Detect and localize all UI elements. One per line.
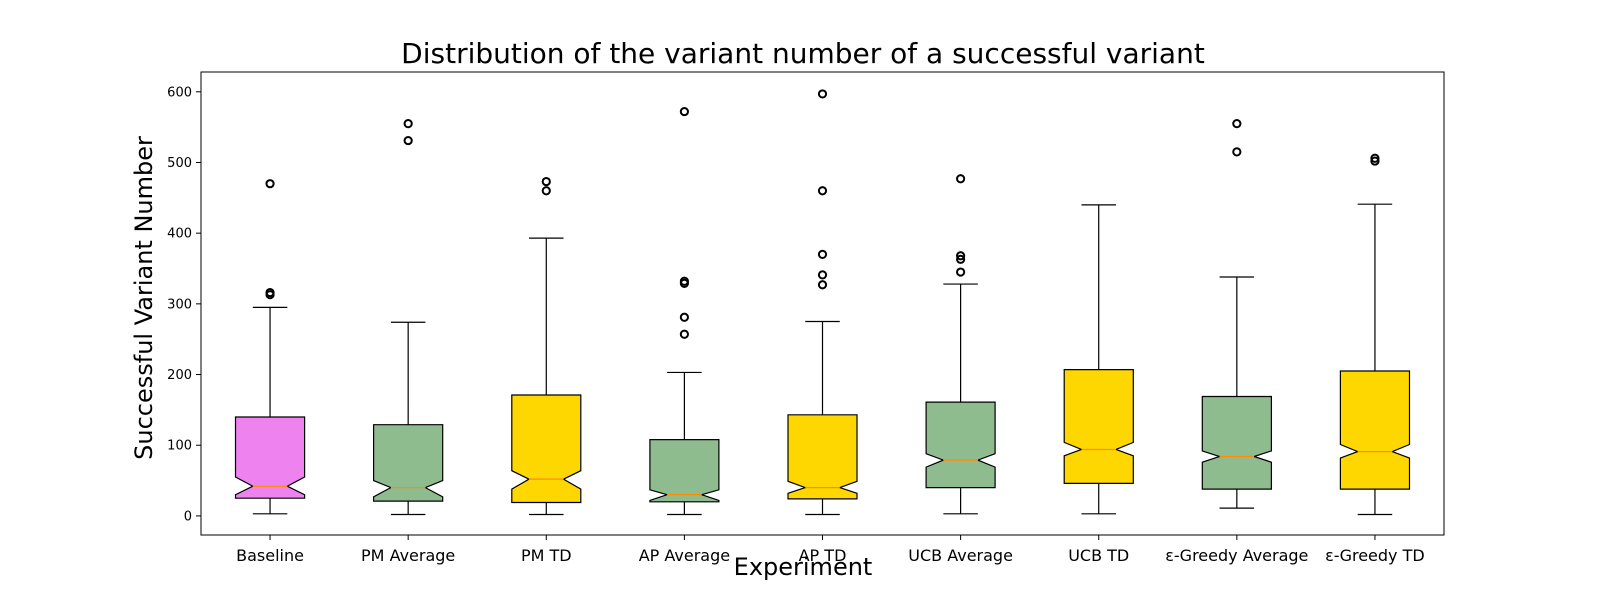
outlier-point <box>1232 147 1242 157</box>
box <box>787 414 858 500</box>
outlier-point <box>265 179 275 189</box>
x-tick-label: ε-Greedy Average <box>1165 546 1308 565</box>
y-tick-label: 300 <box>167 297 192 312</box>
box <box>1201 395 1273 490</box>
x-tick-label: ε-Greedy TD <box>1325 546 1425 565</box>
y-tick-label: 100 <box>167 439 192 454</box>
chart-title: Distribution of the variant number of a … <box>401 37 1205 70</box>
outlier-point <box>541 176 551 187</box>
outlier-point <box>679 106 689 117</box>
outlier-point <box>679 329 689 339</box>
x-tick-label: PM Average <box>361 546 455 565</box>
outlier-point <box>956 267 966 277</box>
outlier-point <box>1370 156 1380 166</box>
y-tick-label: 0 <box>184 509 192 524</box>
outlier-point <box>679 278 689 288</box>
outlier-point <box>679 312 689 322</box>
y-tick-label: 200 <box>167 368 192 383</box>
outlier-point <box>817 89 828 99</box>
outlier-point <box>956 254 966 264</box>
x-axis-title: Experiment <box>734 553 873 581</box>
outlier-point <box>403 119 413 129</box>
outlier-point <box>817 270 828 280</box>
outlier-point <box>817 186 828 196</box>
box <box>925 401 996 489</box>
box <box>1063 369 1134 484</box>
box <box>234 416 306 499</box>
x-tick-label: PM TD <box>521 546 572 565</box>
x-tick-label: UCB TD <box>1068 546 1129 565</box>
x-tick-label: Baseline <box>236 546 304 565</box>
outlier-point <box>1232 119 1242 129</box>
y-axis-title: Successful Variant Number <box>130 136 158 460</box>
y-tick-label: 600 <box>167 85 192 100</box>
outlier-point <box>265 290 275 300</box>
x-tick-label: UCB Average <box>908 546 1013 565</box>
outlier-point <box>403 135 413 146</box>
box <box>649 439 720 503</box>
outlier-point <box>541 186 551 196</box>
y-tick-label: 400 <box>167 227 192 242</box>
outlier-point <box>817 280 828 290</box>
outlier-point <box>817 249 828 259</box>
x-tick-label: AP TD <box>799 546 847 565</box>
box <box>373 424 444 502</box>
outlier-point <box>956 251 966 261</box>
box <box>511 394 582 504</box>
plot-area: 0 100 200 300 400 500 600 Baseline PM Average PM … <box>167 71 1445 565</box>
x-tick-label: AP Average <box>639 546 730 565</box>
box <box>1339 370 1411 490</box>
outlier-point <box>956 174 966 184</box>
y-tick-label: 500 <box>167 156 192 171</box>
